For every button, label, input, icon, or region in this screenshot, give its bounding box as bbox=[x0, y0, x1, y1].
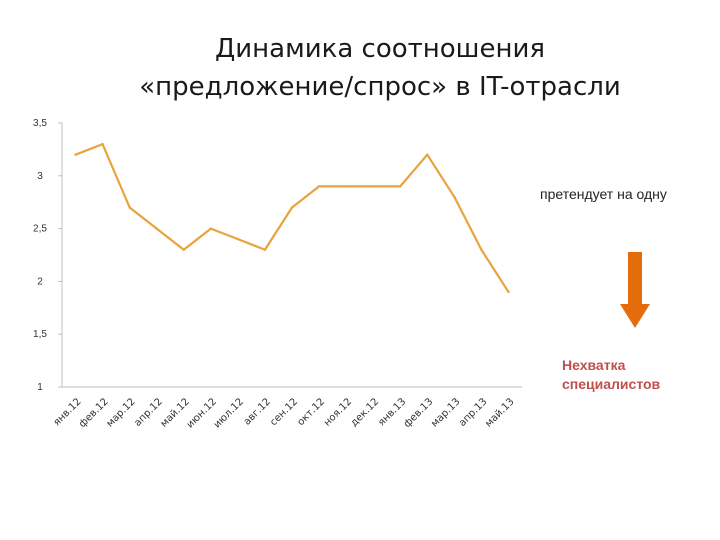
x-tick-label: фев.12 bbox=[77, 396, 111, 430]
title-line-2: «предложение/спрос» в IT-отрасли bbox=[139, 72, 621, 102]
x-tick-label: мар.13 bbox=[429, 396, 462, 429]
chart-title: Динамика соотношения «предложение/спрос»… bbox=[0, 30, 720, 106]
data-point bbox=[317, 185, 321, 188]
y-tick-label: 1 bbox=[37, 382, 43, 393]
data-point bbox=[344, 185, 348, 188]
x-tick-label: дек.12 bbox=[349, 396, 382, 429]
data-point bbox=[236, 237, 240, 241]
data-point bbox=[290, 206, 294, 209]
data-point bbox=[399, 185, 402, 188]
data-point bbox=[426, 153, 429, 156]
x-tick-label: авг.12 bbox=[242, 396, 273, 427]
x-tick-label: май.13 bbox=[483, 396, 516, 429]
title-line-1: Динамика соотношения bbox=[214, 34, 546, 64]
x-tick-label: окт.12 bbox=[295, 396, 327, 428]
shortage-line-2: специалистов bbox=[562, 376, 661, 392]
y-tick-label: 3 bbox=[37, 171, 43, 182]
data-point bbox=[209, 227, 213, 230]
y-tick-label: 2 bbox=[37, 276, 43, 287]
shortage-line-1: Нехватка bbox=[562, 357, 626, 373]
data-point bbox=[480, 248, 483, 251]
data-point bbox=[155, 227, 158, 230]
y-tick-label: 2,5 bbox=[33, 224, 47, 235]
x-tick-label: сен.12 bbox=[268, 396, 300, 428]
data-point bbox=[182, 248, 185, 251]
series-line bbox=[75, 143, 510, 293]
x-tick-label: ноя.12 bbox=[322, 396, 354, 428]
data-point bbox=[74, 153, 77, 156]
x-tick-label: июл.12 bbox=[212, 396, 246, 430]
x-tick-label: мар.12 bbox=[105, 396, 138, 429]
y-tick-label: 3,5 bbox=[33, 118, 47, 129]
data-point bbox=[128, 206, 131, 209]
data-point bbox=[101, 142, 104, 146]
data-point bbox=[507, 290, 510, 294]
x-tick-label: фев.13 bbox=[402, 396, 436, 430]
data-point bbox=[453, 195, 456, 199]
annotation-text: претендует на одну bbox=[540, 186, 667, 202]
shortage-label: Нехватка специалистов bbox=[562, 356, 660, 394]
y-tick-label: 1,5 bbox=[33, 329, 47, 340]
data-point bbox=[263, 248, 267, 251]
arrow-down-icon bbox=[620, 252, 650, 328]
data-point bbox=[371, 185, 375, 188]
